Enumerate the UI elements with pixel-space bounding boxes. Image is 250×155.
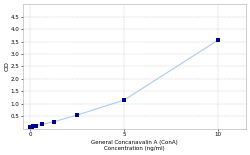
Point [28,126,32,128]
Y-axis label: OD: OD [4,62,9,71]
Point [75,114,79,116]
Point [122,99,126,101]
Point [216,39,220,42]
X-axis label: General Concanavalin A (ConA)
Concentration (ng/ml): General Concanavalin A (ConA) Concentrat… [91,140,178,151]
Point [40,123,44,126]
Point [34,124,38,127]
Point [52,121,56,123]
Point [31,125,35,128]
Point [30,125,34,128]
